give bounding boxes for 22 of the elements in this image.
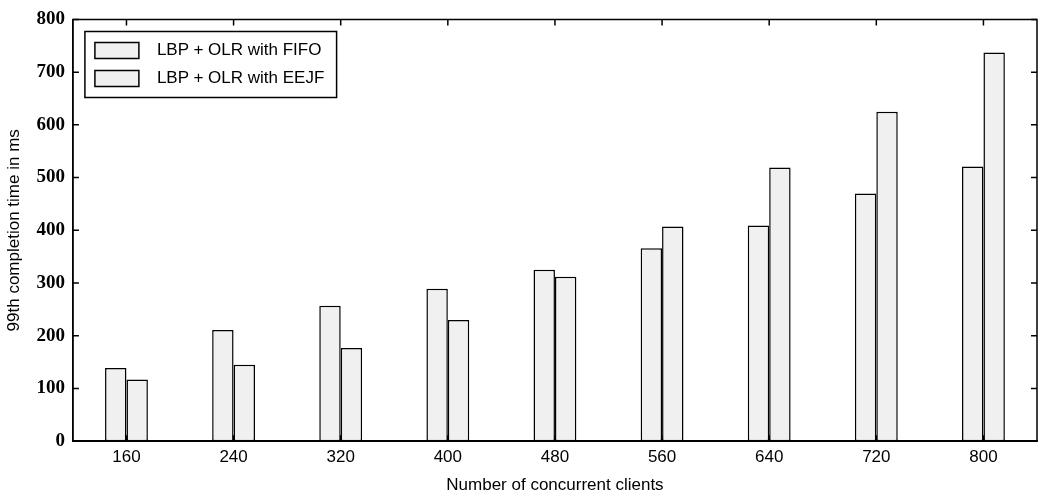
x-tick-label: 480 xyxy=(540,447,570,467)
x-tick-label: 240 xyxy=(219,447,248,467)
y-tick-label: 600 xyxy=(36,112,65,134)
legend-label: LBP + OLR with EEJF xyxy=(156,68,325,88)
y-tick-label: 400 xyxy=(36,218,65,240)
x-tick-label: 640 xyxy=(755,447,784,467)
x-tick-label: 160 xyxy=(112,447,141,467)
y-tick-label: 500 xyxy=(36,165,65,187)
x-tick-label: 800 xyxy=(969,447,998,467)
y-tick-label: 100 xyxy=(36,376,65,398)
y-tick-label: 200 xyxy=(36,323,65,345)
y-tick-label: 0 xyxy=(55,429,65,451)
x-tick-label: 320 xyxy=(326,447,355,467)
y-tick-label: 300 xyxy=(36,270,65,292)
y-tick-label: 700 xyxy=(36,60,65,82)
x-tick-label: 560 xyxy=(647,447,677,467)
legend-label: LBP + OLR with FIFO xyxy=(156,40,322,60)
x-tick-label: 720 xyxy=(862,447,891,467)
y-axis-title: 99th completion time in ms xyxy=(3,129,23,332)
y-tick-label: 800 xyxy=(36,7,65,29)
x-tick-label: 400 xyxy=(433,447,463,467)
x-axis-title: Number of concurrent clients xyxy=(446,475,664,495)
